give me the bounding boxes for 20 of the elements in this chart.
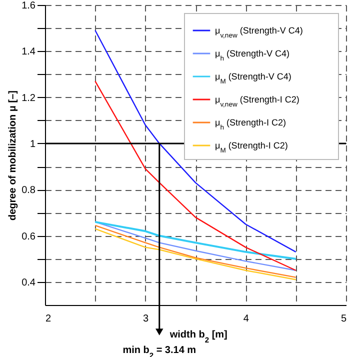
x-tick-label: 4	[243, 314, 250, 324]
legend-label: μ$_{M}$ (Strength-I C2)	[215, 140, 288, 154]
x-tick-label: 5	[340, 314, 347, 324]
y-tick-label: 0.8	[22, 185, 36, 196]
x-tick-label: 3	[143, 314, 150, 324]
legend-label: μ$_{h}$ (Strength-V C4)	[215, 48, 290, 62]
y-tick-label: 1	[30, 138, 36, 150]
y-tick-label: 0.4	[22, 277, 36, 288]
legend-label: μ$_{h}$ (Strength-I C2)	[215, 118, 286, 131]
line-series	[94, 220, 297, 260]
y-tick-label: 1.4	[22, 46, 36, 58]
y-tick-label: 1.6	[22, 0, 36, 12]
y-axis-title: degree of mobilization μ [–]	[8, 90, 19, 221]
legend-label: μ$_{M}$ (Strength-V C4)	[215, 72, 292, 85]
legend-label: μ$_{v,new}$ (Strength-I C2)	[215, 94, 300, 108]
x-axis-title: width b$_{2}$ [m]	[168, 330, 228, 344]
legend-label: μ$_{v,new}$ (Strength-V C4)	[215, 26, 303, 39]
y-tick-label: 0.6	[22, 231, 36, 242]
y-tick-label: 1.2	[22, 92, 36, 104]
x-tick-label: 2	[46, 314, 52, 324]
